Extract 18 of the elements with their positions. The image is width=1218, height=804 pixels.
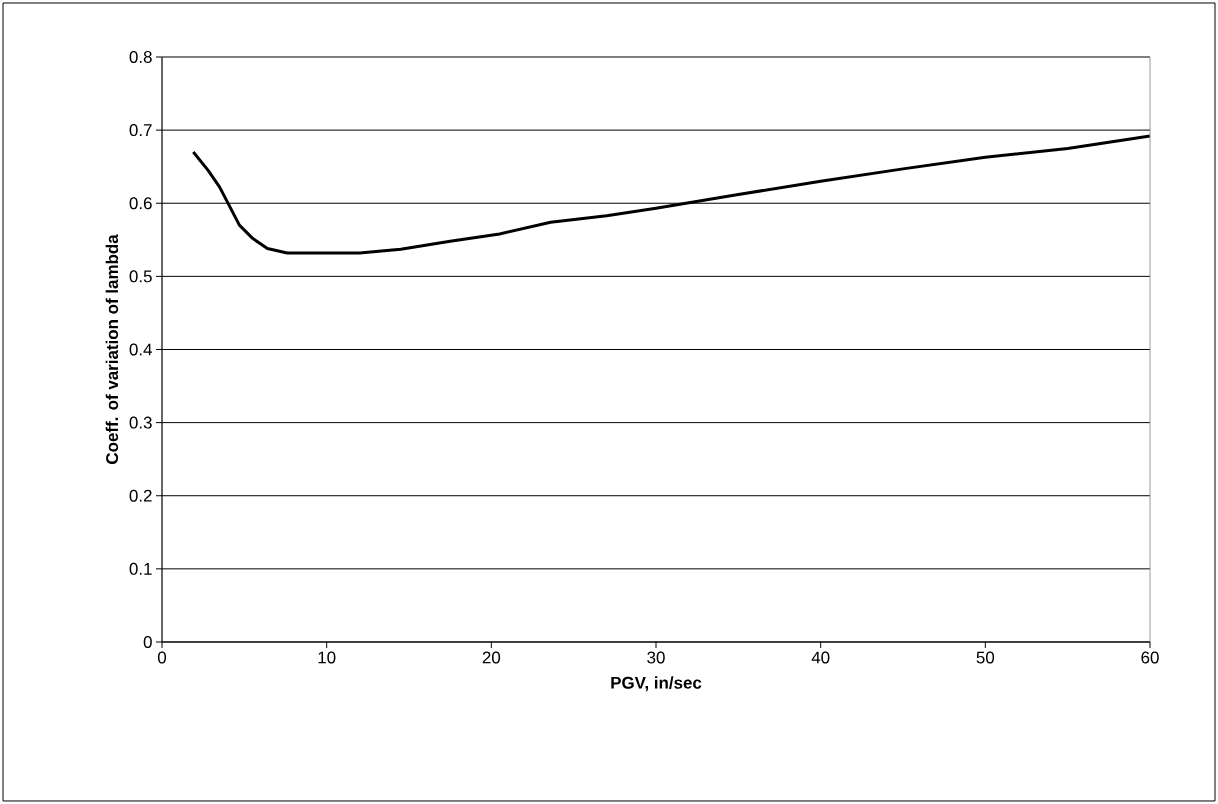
x-tick-label: 0 bbox=[157, 651, 167, 664]
x-tick-label: 60 bbox=[1141, 651, 1159, 664]
x-tick-label: 20 bbox=[482, 651, 501, 664]
y-tick-label: 0.8 bbox=[129, 50, 152, 63]
y-tick-label: 0.6 bbox=[129, 197, 152, 210]
y-tick-label: 0.4 bbox=[129, 343, 152, 356]
y-tick-label: 0.3 bbox=[129, 416, 152, 429]
x-tick-label: 50 bbox=[976, 651, 995, 664]
x-tick-label: 30 bbox=[647, 651, 665, 664]
y-tick-label: 0.2 bbox=[129, 489, 152, 502]
y-tick-label: 0.5 bbox=[129, 270, 152, 283]
x-tick-label: 40 bbox=[811, 651, 830, 664]
x-axis-title: PGV, in/sec bbox=[611, 676, 702, 692]
y-axis-title: Coeff. of variation of lambda bbox=[105, 234, 119, 464]
x-tick-label: 10 bbox=[318, 651, 336, 664]
y-tick-label: 0 bbox=[143, 635, 152, 648]
y-tick-label: 0.7 bbox=[129, 124, 152, 137]
y-tick-label: 0.1 bbox=[129, 562, 152, 575]
